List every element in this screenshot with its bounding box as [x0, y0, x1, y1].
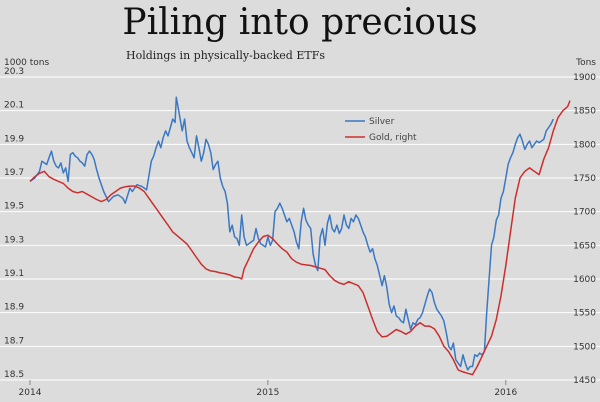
series-line-silver [29, 96, 554, 371]
series-line-gold-right [29, 100, 571, 376]
right-tick-label: 1850 [573, 107, 596, 117]
right-tick-label: 1500 [573, 342, 596, 352]
right-tick-label: 1750 [573, 174, 596, 184]
gridlines [0, 76, 600, 381]
right-tick-label: 1600 [573, 275, 596, 285]
left-tick-label: 19.3 [4, 235, 24, 245]
right-tick-label: 1700 [573, 208, 596, 218]
x-tick-label: 2016 [494, 388, 517, 398]
x-axis-ticks: 2014 2015 2016 [19, 380, 517, 398]
legend-label: Gold, right [369, 133, 417, 143]
left-axis-ticks: 20.3 20.1 19.9 19.7 19.5 19.3 19.1 18.9 18.7 18.5 [4, 67, 24, 380]
chart-subtitle: Holdings in physically-backed ETFs [126, 49, 325, 62]
legend-label: Silver [369, 117, 395, 127]
chart-title: Piling into precious [122, 2, 477, 43]
right-axis-ticks: 1900 1850 1800 1750 1700 1650 1600 1550 1500 1450 [573, 73, 596, 386]
left-axis-unit: 1000 tons [4, 58, 50, 68]
left-tick-label: 19.9 [4, 134, 24, 144]
left-tick-label: 20.1 [4, 101, 24, 111]
x-tick-label: 2015 [256, 388, 279, 398]
right-axis-unit: Tons [575, 58, 596, 68]
left-tick-label: 18.5 [4, 370, 24, 380]
right-tick-label: 1900 [573, 73, 596, 83]
left-tick-label: 20.3 [4, 67, 24, 77]
right-tick-label: 1450 [573, 376, 596, 386]
right-tick-label: 1800 [573, 140, 596, 150]
left-tick-label: 19.5 [4, 202, 24, 212]
legend: Silver Gold, right [345, 117, 417, 143]
left-tick-label: 18.7 [4, 336, 24, 346]
right-tick-label: 1550 [573, 309, 596, 319]
left-tick-label: 19.1 [4, 269, 24, 279]
series-lines [29, 96, 571, 376]
right-tick-label: 1650 [573, 241, 596, 251]
left-tick-label: 19.7 [4, 168, 24, 178]
left-tick-label: 18.9 [4, 303, 24, 313]
x-tick-label: 2014 [19, 388, 42, 398]
